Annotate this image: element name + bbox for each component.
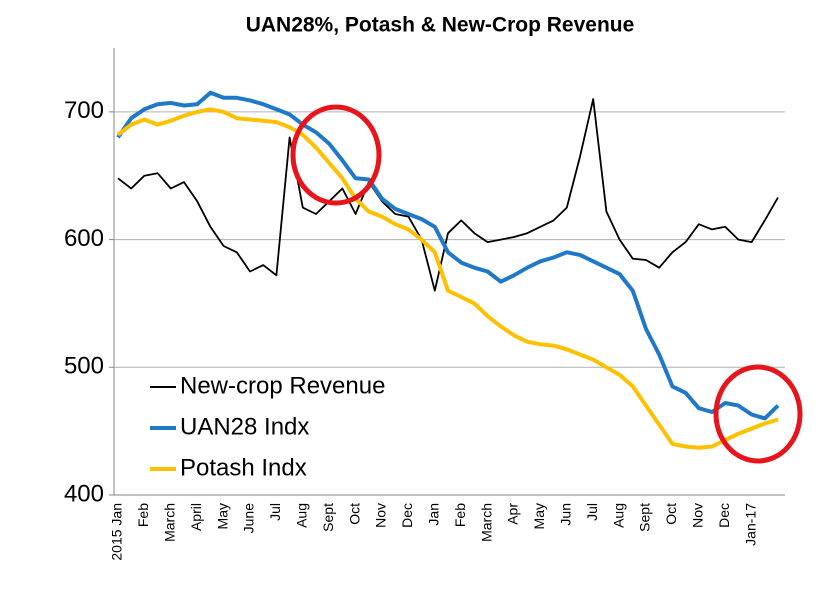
highlight-circle: [713, 364, 803, 464]
chart-title: UAN28%, Potash & New-Crop Revenue: [246, 14, 635, 37]
x-tick-label: March: [478, 503, 494, 542]
x-tick-label: May: [214, 503, 230, 529]
x-tick-label: Oct: [663, 503, 679, 525]
legend-label: Potash Indx: [180, 454, 307, 481]
x-tick-label: Dec: [399, 503, 415, 528]
x-tick-label: Jan: [426, 503, 442, 526]
x-tick-label: Oct: [346, 503, 362, 525]
legend-label: UAN28 Indx: [180, 413, 309, 440]
x-tick-label: Apr: [505, 503, 521, 525]
x-tick-label: 2015 Jan: [109, 503, 125, 561]
x-tick-label: Sept: [637, 503, 653, 532]
x-tick-label: Jan-17: [742, 503, 758, 546]
series-line: [117, 98, 779, 292]
plot-area: 400 500 600 700 2015 Jan Feb March April May June…: [64, 48, 785, 561]
highlight-circle: [290, 104, 382, 206]
x-tick-label: Jul: [584, 503, 600, 521]
x-tick-label: Sept: [320, 503, 336, 532]
series-line: [116, 107, 779, 450]
x-tick-label: June: [241, 503, 257, 534]
x-tick-label: Aug: [294, 503, 310, 528]
y-tick-label: 700: [64, 97, 104, 124]
x-tick-label: Feb: [135, 503, 151, 527]
x-tick-label: April: [188, 503, 204, 531]
series-line: [116, 90, 780, 421]
x-tick-label: Jun: [558, 503, 574, 526]
x-tick-label: Nov: [690, 503, 706, 528]
x-tick-label: March: [162, 503, 178, 542]
y-tick-label: 600: [64, 225, 104, 252]
x-tick-label: May: [531, 503, 547, 529]
x-tick-label: Feb: [452, 503, 468, 527]
x-tick-label: Nov: [373, 503, 389, 528]
x-tick-label: Jul: [267, 503, 283, 521]
x-tick-label: Aug: [610, 503, 626, 528]
y-tick-label: 400: [64, 480, 104, 507]
x-tick-label: Dec: [716, 503, 732, 528]
legend-label: New-crop Revenue: [180, 372, 385, 399]
y-tick-label: 500: [64, 353, 104, 380]
